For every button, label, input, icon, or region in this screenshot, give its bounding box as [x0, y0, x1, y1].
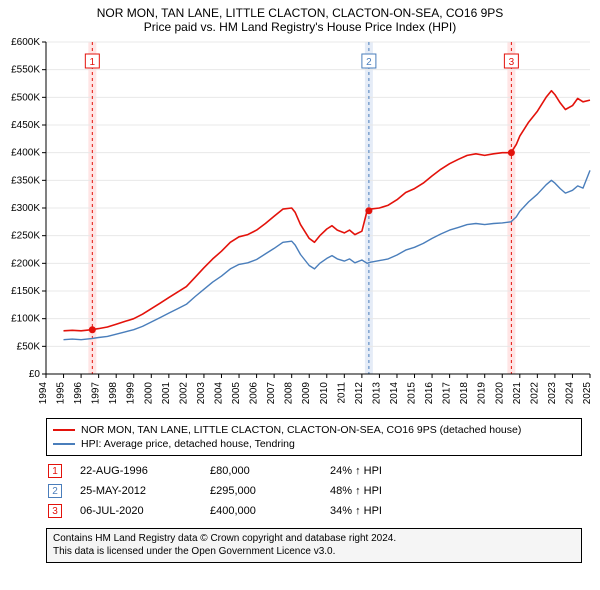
legend-swatch — [53, 429, 75, 431]
y-tick-label: £50K — [17, 341, 41, 352]
x-tick-label: 2021 — [512, 382, 523, 405]
event-pct: 48% ↑ HPI — [330, 485, 420, 497]
y-tick-label: £100K — [11, 314, 40, 325]
x-tick-label: 2017 — [442, 382, 453, 405]
event-price: £80,000 — [210, 465, 330, 477]
x-tick-label: 2018 — [459, 382, 470, 405]
attribution-line-2: This data is licensed under the Open Gov… — [53, 546, 575, 559]
x-tick-label: 2004 — [213, 382, 224, 405]
x-tick-label: 2006 — [249, 382, 260, 405]
attribution-line-1: Contains HM Land Registry data © Crown c… — [53, 533, 575, 546]
x-tick-label: 1997 — [91, 382, 102, 405]
event-pct: 34% ↑ HPI — [330, 505, 420, 517]
legend-row: NOR MON, TAN LANE, LITTLE CLACTON, CLACT… — [53, 423, 575, 437]
legend-label: NOR MON, TAN LANE, LITTLE CLACTON, CLACT… — [81, 424, 521, 436]
y-tick-label: £200K — [11, 258, 40, 269]
x-tick-label: 2005 — [231, 382, 242, 405]
legend: NOR MON, TAN LANE, LITTLE CLACTON, CLACT… — [46, 418, 582, 456]
y-tick-label: £0 — [29, 369, 41, 380]
event-row: 3 06-JUL-2020£400,00034% ↑ HPI — [48, 502, 580, 520]
x-tick-label: 2000 — [143, 382, 154, 405]
event-date: 25-MAY-2012 — [80, 485, 210, 497]
x-tick-label: 1994 — [38, 382, 49, 405]
title-line-1: NOR MON, TAN LANE, LITTLE CLACTON, CLACT… — [0, 6, 600, 20]
legend-label: HPI: Average price, detached house, Tend… — [81, 438, 295, 450]
x-tick-label: 2016 — [424, 382, 435, 405]
title-line-2: Price paid vs. HM Land Registry's House … — [0, 20, 600, 34]
x-tick-label: 2008 — [284, 382, 295, 405]
attribution: Contains HM Land Registry data © Crown c… — [46, 528, 582, 563]
event-row: 2 25-MAY-2012£295,00048% ↑ HPI — [48, 482, 580, 500]
x-tick-label: 2009 — [301, 382, 312, 405]
y-tick-label: £350K — [11, 175, 40, 186]
event-list: 1 22-AUG-1996£80,00024% ↑ HPI 2 25-MAY-2012… — [46, 458, 582, 524]
y-tick-label: £150K — [11, 286, 40, 297]
legend-row: HPI: Average price, detached house, Tend… — [53, 437, 575, 451]
event-dot — [365, 207, 372, 214]
event-pct: 24% ↑ HPI — [330, 465, 420, 477]
x-tick-label: 2015 — [407, 382, 418, 405]
x-tick-label: 2010 — [319, 382, 330, 405]
y-tick-label: £600K — [11, 37, 40, 48]
x-tick-label: 2014 — [389, 382, 400, 405]
event-date: 22-AUG-1996 — [80, 465, 210, 477]
x-tick-label: 2024 — [564, 382, 575, 405]
y-tick-label: £500K — [11, 92, 40, 103]
legend-swatch — [53, 443, 75, 445]
event-marker: 3 — [48, 504, 62, 518]
y-tick-label: £250K — [11, 231, 40, 242]
x-tick-label: 1995 — [56, 382, 67, 405]
event-price: £400,000 — [210, 505, 330, 517]
x-tick-label: 2011 — [336, 382, 347, 404]
event-marker-number: 1 — [90, 57, 96, 68]
chart-area: £0 £50K £100K £150K £200K £250K £300K £350K £400… — [0, 34, 600, 414]
y-tick-label: £400K — [11, 148, 40, 159]
x-tick-label: 1999 — [126, 382, 137, 405]
event-row: 1 22-AUG-1996£80,00024% ↑ HPI — [48, 462, 580, 480]
x-tick-label: 2007 — [266, 382, 277, 405]
y-tick-label: £300K — [11, 203, 40, 214]
event-marker-number: 2 — [366, 57, 372, 68]
x-tick-label: 2019 — [477, 382, 488, 405]
event-date: 06-JUL-2020 — [80, 505, 210, 517]
x-tick-label: 2013 — [371, 382, 382, 405]
event-marker-number: 3 — [509, 57, 515, 68]
x-tick-label: 1998 — [108, 382, 119, 405]
event-marker: 2 — [48, 484, 62, 498]
y-tick-label: £550K — [11, 65, 40, 76]
event-marker: 1 — [48, 464, 62, 478]
x-tick-label: 2023 — [547, 382, 558, 405]
event-price: £295,000 — [210, 485, 330, 497]
event-dot — [508, 149, 515, 156]
chart-title-block: NOR MON, TAN LANE, LITTLE CLACTON, CLACT… — [0, 0, 600, 34]
x-tick-label: 2002 — [178, 382, 189, 405]
chart-svg: £0 £50K £100K £150K £200K £250K £300K £350K £400… — [0, 34, 600, 414]
event-dot — [89, 326, 96, 333]
y-tick-label: £450K — [11, 120, 40, 131]
x-tick-label: 2022 — [529, 382, 540, 405]
x-tick-label: 2003 — [196, 382, 207, 405]
x-tick-label: 1996 — [73, 382, 84, 405]
x-tick-label: 2012 — [354, 382, 365, 405]
x-tick-label: 2020 — [494, 382, 505, 405]
x-tick-label: 2025 — [582, 382, 593, 405]
x-tick-label: 2001 — [161, 382, 172, 405]
